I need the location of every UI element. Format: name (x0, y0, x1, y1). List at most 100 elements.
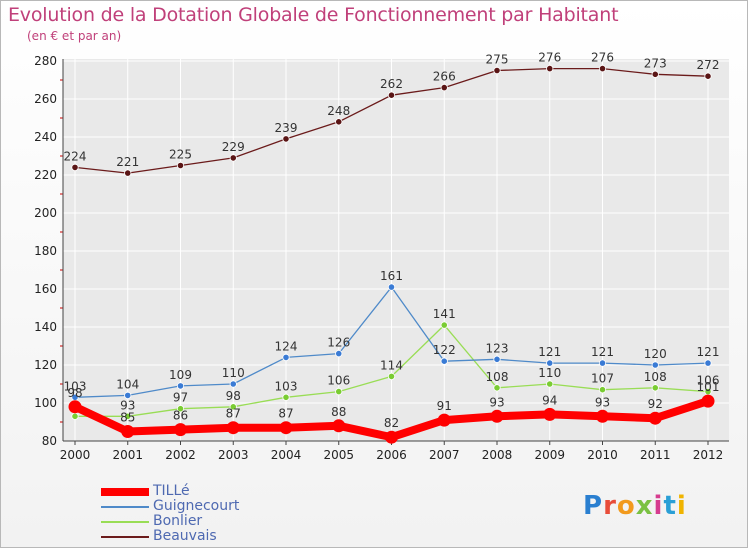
data-point (387, 91, 396, 99)
data-point (174, 423, 187, 437)
logo-letter: t (663, 491, 677, 521)
x-tick-label: 2005 (323, 448, 354, 462)
data-point (440, 357, 448, 365)
data-label: 108 (644, 370, 667, 384)
legend-swatch (101, 536, 149, 538)
data-point (335, 349, 343, 358)
x-tick-label: 2009 (534, 448, 565, 462)
data-point (229, 403, 237, 411)
legend-swatch (101, 506, 149, 508)
data-label: 275 (486, 53, 509, 67)
data-point (596, 409, 609, 423)
series-beauvais (71, 65, 712, 177)
series-layer (68, 65, 715, 444)
data-point (493, 384, 501, 392)
data-point (598, 359, 607, 367)
data-point (226, 421, 240, 435)
data-point (598, 65, 607, 73)
logo-letter: P (583, 491, 604, 521)
data-point (651, 70, 659, 78)
data-label: 93 (595, 395, 610, 409)
data-point (68, 400, 82, 414)
data-label: 88 (331, 405, 346, 419)
data-label: 92 (648, 397, 663, 411)
logo-letter: i (653, 491, 664, 521)
data-label: 141 (433, 307, 456, 321)
data-label: 124 (275, 339, 298, 353)
data-point (704, 359, 712, 367)
data-label: 82 (384, 416, 399, 430)
data-label: 94 (542, 393, 557, 407)
y-tick-label: 260 (34, 92, 57, 106)
data-point (704, 72, 712, 80)
data-label: 87 (278, 407, 293, 421)
x-tick-label: 2012 (693, 448, 724, 462)
data-label: 93 (489, 395, 504, 409)
data-point (648, 411, 662, 425)
data-point (651, 361, 659, 369)
data-point (546, 380, 554, 388)
logo-letter: x (635, 491, 654, 521)
data-point (121, 425, 135, 438)
x-tick-label: 2003 (218, 448, 249, 462)
data-label: 87 (226, 407, 241, 421)
data-label: 110 (538, 366, 561, 380)
y-tick-label: 220 (34, 168, 57, 182)
data-point (543, 407, 557, 421)
x-tick-label: 2000 (60, 448, 91, 462)
data-point (490, 409, 504, 423)
data-label: 109 (169, 368, 192, 382)
data-point (701, 394, 715, 408)
plot-area (63, 59, 729, 441)
data-point (651, 384, 659, 392)
chart-title: Evolution de la Dotation Globale de Fonc… (8, 4, 619, 26)
data-label: 108 (486, 370, 509, 384)
x-tick-label: 2002 (165, 448, 196, 462)
y-tick-label: 140 (34, 320, 57, 334)
data-point (124, 169, 132, 177)
data-label: 239 (275, 121, 298, 135)
data-label: 262 (380, 77, 403, 91)
data-label: 126 (327, 336, 350, 350)
data-label: 248 (327, 104, 350, 118)
data-label: 103 (275, 379, 298, 393)
data-label: 123 (486, 341, 509, 355)
data-point (71, 163, 79, 171)
x-tick-label: 2006 (376, 448, 407, 462)
data-label: 161 (380, 269, 403, 283)
data-label: 272 (697, 58, 720, 72)
data-point (493, 355, 501, 363)
data-point (176, 161, 185, 170)
data-label: 106 (697, 374, 720, 388)
x-tick-label: 2004 (271, 448, 302, 462)
data-label: 221 (116, 155, 139, 169)
logo-letter: i (676, 491, 687, 521)
data-label: 86 (173, 409, 188, 423)
data-label: 276 (538, 51, 561, 65)
chart-subtitle: (en € et par an) (27, 29, 122, 43)
data-label: 93 (120, 398, 135, 412)
data-point (176, 405, 185, 413)
data-label: 121 (538, 345, 561, 359)
data-label: 276 (591, 51, 614, 65)
data-label: 121 (591, 345, 614, 359)
data-point (229, 154, 237, 162)
data-label: 97 (173, 391, 188, 405)
data-label: 98 (226, 389, 241, 403)
data-label: 266 (433, 70, 456, 84)
data-point (71, 412, 79, 420)
data-point (124, 412, 132, 420)
data-point (385, 430, 398, 444)
series-guignecourt (71, 283, 712, 401)
data-label: 107 (591, 372, 614, 386)
data-label: 224 (64, 149, 87, 163)
data-point (387, 283, 396, 291)
y-tick-label: 80 (42, 434, 57, 448)
logo-letter: o (616, 491, 636, 521)
data-point (335, 118, 343, 126)
data-point (279, 421, 293, 435)
data-point (493, 66, 501, 75)
data-point (282, 393, 290, 401)
legend-swatch (101, 488, 149, 496)
